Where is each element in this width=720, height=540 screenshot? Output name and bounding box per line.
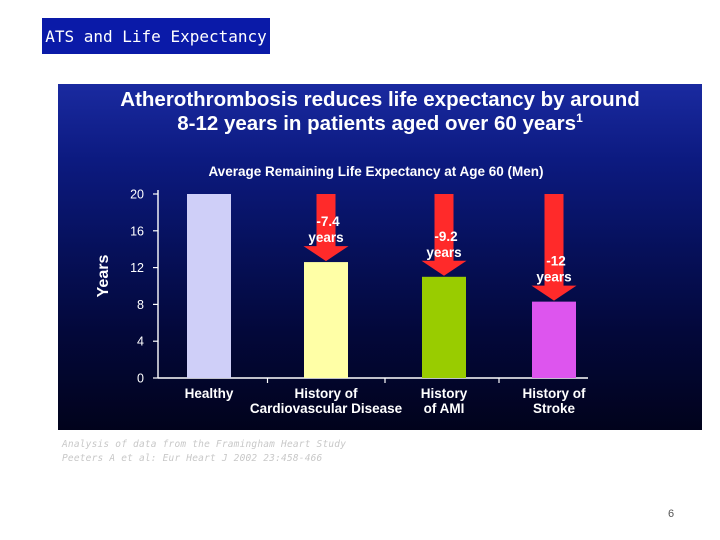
reduction-value-label: -12 <box>546 254 566 269</box>
headline-line-1: Atherothrombosis reduces life expectancy… <box>120 88 640 111</box>
bar-0 <box>187 194 231 378</box>
x-category-label: Stroke <box>533 401 576 416</box>
y-tick-label: 8 <box>137 298 144 312</box>
source-line-1: Analysis of data from the Framingham Hea… <box>62 439 347 450</box>
chart-title: Average Remaining Life Expectancy at Age… <box>208 164 543 179</box>
x-category-label: of AMI <box>424 401 465 416</box>
reduction-unit-label: years <box>426 245 461 260</box>
y-tick-label: 0 <box>137 372 144 386</box>
bar-3 <box>532 301 576 378</box>
x-category-label: Healthy <box>185 386 234 401</box>
page-number: 6 <box>668 508 675 520</box>
reduction-unit-label: years <box>308 230 343 245</box>
y-tick-label: 20 <box>130 188 144 202</box>
bar-2 <box>422 276 466 378</box>
reduction-value-label: -7.4 <box>316 214 340 229</box>
y-tick-label: 4 <box>137 335 144 349</box>
reduction-arrow-2 <box>421 194 467 276</box>
y-tick-label: 16 <box>130 224 144 238</box>
x-category-label: History <box>421 386 468 401</box>
footnote-marker: 1 <box>576 111 583 126</box>
y-axis-label: Years <box>95 255 112 298</box>
reduction-value-label: -9.2 <box>434 229 457 244</box>
x-category-label: History of <box>294 386 358 401</box>
chart-panel: Atherothrombosis reduces life expectancy… <box>58 84 702 430</box>
x-category-label: History of <box>522 386 586 401</box>
panel-headline: Atherothrombosis reduces life expectancy… <box>58 88 702 136</box>
bar-1 <box>304 262 348 378</box>
slide-title: ATS and Life Expectancy <box>42 18 270 54</box>
reduction-unit-label: years <box>536 270 571 285</box>
reduction-arrow-1 <box>303 194 349 262</box>
x-category-label: Cardiovascular Disease <box>250 401 403 416</box>
source-note: Analysis of data from the Framingham Hea… <box>62 438 346 466</box>
reduction-arrow-3 <box>531 194 577 301</box>
bar-chart: Average Remaining Life Expectancy at Age… <box>95 164 588 416</box>
source-line-2: Peeters A et al: Eur Heart J 2002 23:458… <box>62 453 323 464</box>
y-tick-label: 12 <box>130 261 144 275</box>
headline-line-2: 8-12 years in patients aged over 60 year… <box>177 111 583 135</box>
